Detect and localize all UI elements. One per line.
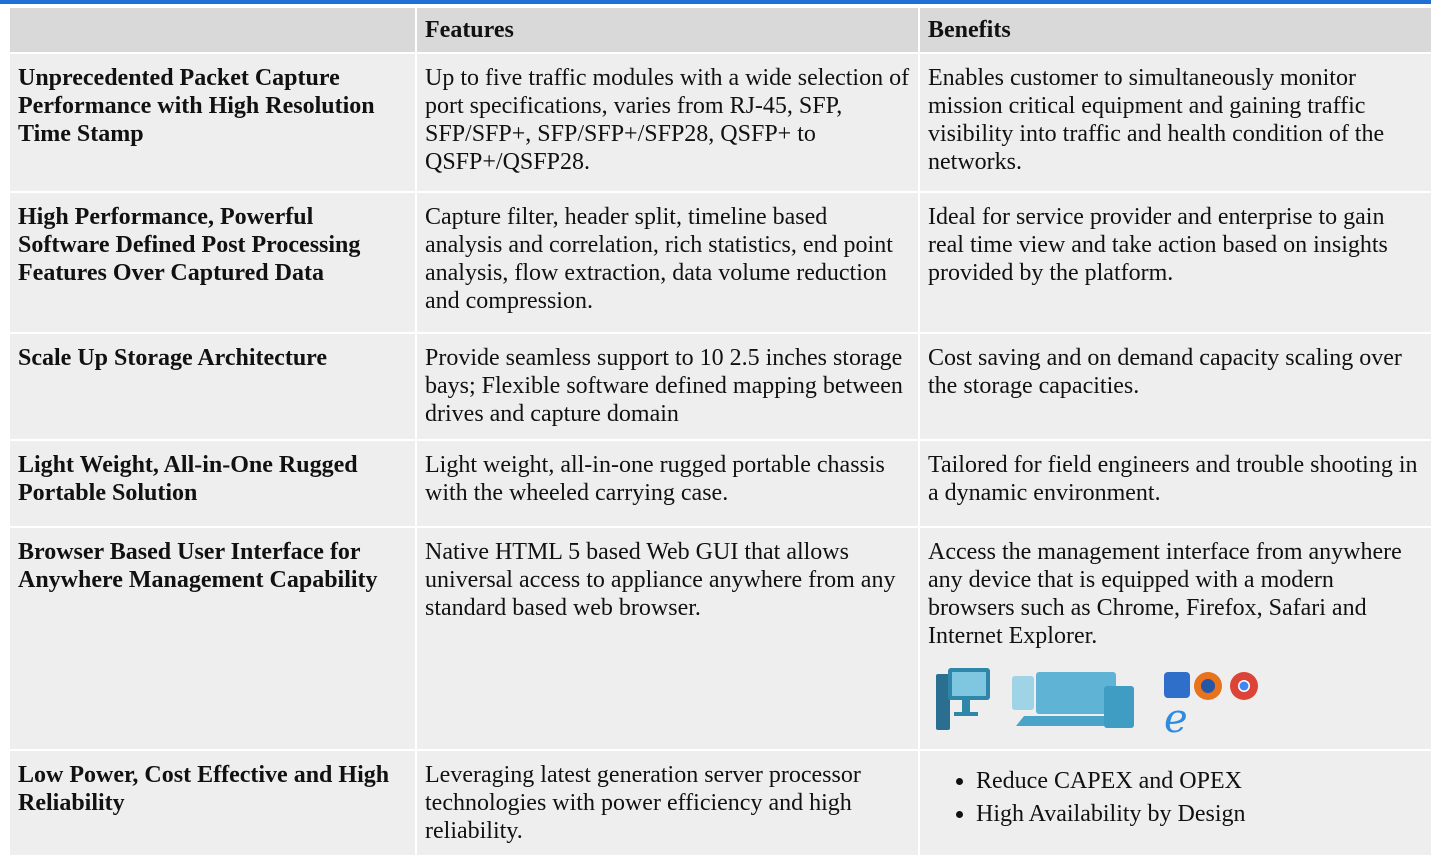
table-row: Scale Up Storage Architecture Provide sea… [8, 332, 1431, 441]
benefits-text: Tailored for field engineers and trouble… [928, 452, 1418, 506]
device-browser-icons: e [936, 668, 1258, 742]
benefits-text: Access the management interface from any… [928, 539, 1402, 649]
features-cell: Light weight, all-in-one rugged portable… [415, 439, 920, 528]
table-row: Light Weight, All-in-One Rugged Portable… [8, 439, 1431, 528]
header-cell [8, 6, 417, 54]
benefits-cell: Cost saving and on demand capacity scali… [918, 332, 1431, 441]
table-row: High Performance, Powerful Software Defi… [8, 191, 1431, 334]
benefits-text: Cost saving and on demand capacity scali… [928, 345, 1402, 399]
benefits-text: Ideal for service provider and enterpris… [928, 204, 1388, 286]
benefits-text: Enables customer to simultaneously monit… [928, 65, 1385, 175]
benefits-cell: Access the management interface from any… [918, 526, 1431, 751]
header-cell: Benefits [918, 6, 1431, 54]
benefits-cell: Reduce CAPEX and OPEX High Availability b… [918, 749, 1431, 857]
table-body: Unprecedented Packet Capture Performance… [8, 52, 1431, 857]
table-row: Browser Based User Interface for Anywher… [8, 526, 1431, 751]
features-cell: Leveraging latest generation server proc… [415, 749, 920, 857]
row-title: Low Power, Cost Effective and High Relia… [8, 749, 417, 857]
row-title: Browser Based User Interface for Anywher… [8, 526, 417, 751]
features-cell: Native HTML 5 based Web GUI that allows … [415, 526, 920, 751]
row-title: Light Weight, All-in-One Rugged Portable… [8, 439, 417, 528]
svg-text:e: e [1164, 696, 1188, 736]
benefits-cell: Tailored for field engineers and trouble… [918, 439, 1431, 528]
benefit-item: Reduce CAPEX and OPEX [976, 767, 1423, 795]
feature-table: Features Benefits Unprecedented Packet C… [8, 6, 1431, 857]
benefits-list: Reduce CAPEX and OPEX High Availability b… [928, 767, 1423, 828]
header-cell: Features [415, 6, 920, 54]
table-row: Unprecedented Packet Capture Performance… [8, 52, 1431, 193]
benefit-item: High Availability by Design [976, 800, 1423, 828]
features-cell: Provide seamless support to 10 2.5 inche… [415, 332, 920, 441]
row-title: Scale Up Storage Architecture [8, 332, 417, 441]
top-bar [0, 0, 1431, 4]
row-title: High Performance, Powerful Software Defi… [8, 191, 417, 334]
header-row: Features Benefits [8, 6, 1431, 54]
row-title: Unprecedented Packet Capture Performance… [8, 52, 417, 193]
benefits-cell: Ideal for service provider and enterpris… [918, 191, 1431, 334]
table-row: Low Power, Cost Effective and High Relia… [8, 749, 1431, 857]
features-cell: Up to five traffic modules with a wide s… [415, 52, 920, 193]
benefits-cell: Enables customer to simultaneously monit… [918, 52, 1431, 193]
features-cell: Capture filter, header split, timeline b… [415, 191, 920, 334]
